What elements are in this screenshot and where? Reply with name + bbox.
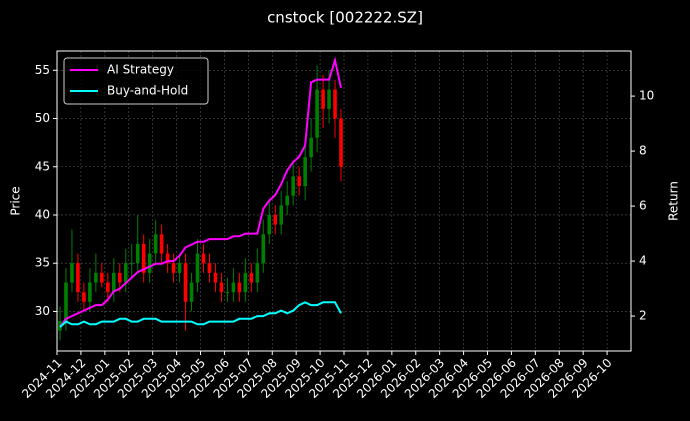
candle-body (70, 263, 74, 283)
y2-tick-label: 10 (639, 89, 654, 103)
candle-body (123, 263, 128, 283)
y-tick-label: 30 (35, 304, 50, 318)
candle-body (279, 205, 284, 225)
y2-tick-label: 2 (639, 309, 647, 323)
candle-body (285, 195, 289, 206)
candle-body (82, 292, 86, 302)
candle-body (189, 282, 194, 302)
candle-body (135, 243, 140, 264)
candle-body (88, 282, 92, 302)
candle-body (315, 89, 319, 138)
candle-body (141, 243, 146, 273)
candle-body (195, 253, 200, 283)
candle-body (177, 263, 182, 273)
y-axis-label: Price (9, 186, 23, 215)
legend-box (63, 57, 209, 105)
candle-body (147, 253, 152, 273)
candle-body (112, 272, 116, 293)
candle-body (201, 253, 206, 264)
y-tick-label: 55 (35, 63, 50, 77)
candle-body (237, 282, 242, 293)
y2-tick-label: 6 (639, 199, 647, 213)
candle-body (243, 272, 248, 293)
candle-body (309, 137, 313, 158)
candle-body (273, 214, 278, 225)
candle-body (291, 176, 295, 196)
candle-body (129, 263, 134, 265)
candle-body (117, 272, 122, 283)
y2-tick-label: 8 (639, 144, 647, 158)
y-tick-label: 35 (35, 256, 50, 270)
candle-body (249, 272, 254, 283)
candle-body (225, 292, 230, 294)
candle-body (303, 157, 307, 187)
y-tick-label: 50 (35, 111, 50, 125)
candle-body (171, 263, 176, 273)
candle-body (333, 89, 337, 119)
y2-axis-label: Return (667, 181, 681, 221)
candle-body (231, 282, 236, 293)
candle-body (297, 176, 301, 187)
candle-body (267, 214, 272, 235)
candle-body (159, 234, 164, 254)
y-tick-label: 45 (35, 159, 50, 173)
return-line (59, 301, 342, 328)
candle-body (106, 282, 110, 293)
candle-body (94, 272, 98, 283)
legend-label: AI Strategy (107, 63, 174, 77)
candle-body (100, 272, 104, 283)
candle-body (213, 272, 218, 283)
candle-body (64, 282, 68, 322)
candle-body (183, 263, 188, 302)
candle-body (76, 263, 80, 293)
y-tick-label: 40 (35, 207, 50, 221)
y2-tick-label: 4 (639, 254, 647, 268)
plot-frame (56, 50, 632, 352)
chart-title: cnstock [002222.SZ] (267, 9, 423, 27)
candle-body (339, 118, 343, 167)
candle-body (255, 263, 260, 283)
candle-body (165, 253, 170, 264)
candle-body (207, 263, 212, 273)
candle-body (261, 234, 266, 264)
candle-body (327, 89, 331, 109)
return-line (59, 56, 342, 328)
candle-body (321, 89, 325, 109)
candle-body (219, 282, 224, 293)
legend-label: Buy-and-Hold (107, 84, 188, 98)
candle-body (153, 234, 158, 254)
